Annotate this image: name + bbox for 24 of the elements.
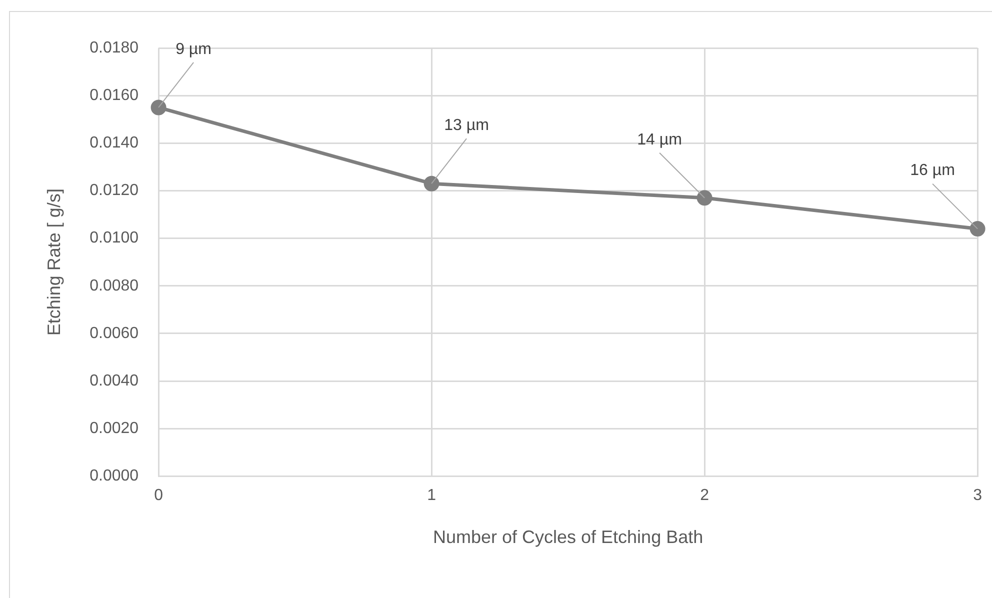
point xyxy=(696,190,712,206)
annotation: 14 µm xyxy=(637,131,682,148)
y-tick-label: 0.0180 xyxy=(90,39,139,56)
point xyxy=(150,100,166,116)
annotation: 16 µm xyxy=(910,162,955,180)
y-axis-title: Etching Rate [ g/s] xyxy=(44,188,64,336)
x-tick-label: 0 xyxy=(154,487,164,504)
x-axis-title: Number of Cycles of Etching Bath xyxy=(432,527,704,548)
y-tick-label: 0.0160 xyxy=(90,86,139,104)
y-tick-label: 0.0040 xyxy=(90,372,139,390)
y-tick-label: 0.0080 xyxy=(90,277,139,294)
annotation: 13 µm xyxy=(444,117,489,134)
y-tick-label: 0.0120 xyxy=(90,182,139,200)
x-tick-label: 1 xyxy=(427,487,436,504)
y-tick-label: 0.0000 xyxy=(90,468,139,485)
y-tick-label: 0.0020 xyxy=(90,420,139,438)
x-tick-label: 2 xyxy=(700,487,710,504)
y-tick-label: 0.0140 xyxy=(90,134,139,152)
x-tick-label: 3 xyxy=(973,487,982,504)
point xyxy=(424,176,440,192)
y-tick-label: 0.0100 xyxy=(90,230,139,247)
annotation: 9 µm xyxy=(176,40,212,58)
point xyxy=(970,221,986,237)
y-tick-label: 0.0060 xyxy=(90,324,139,342)
